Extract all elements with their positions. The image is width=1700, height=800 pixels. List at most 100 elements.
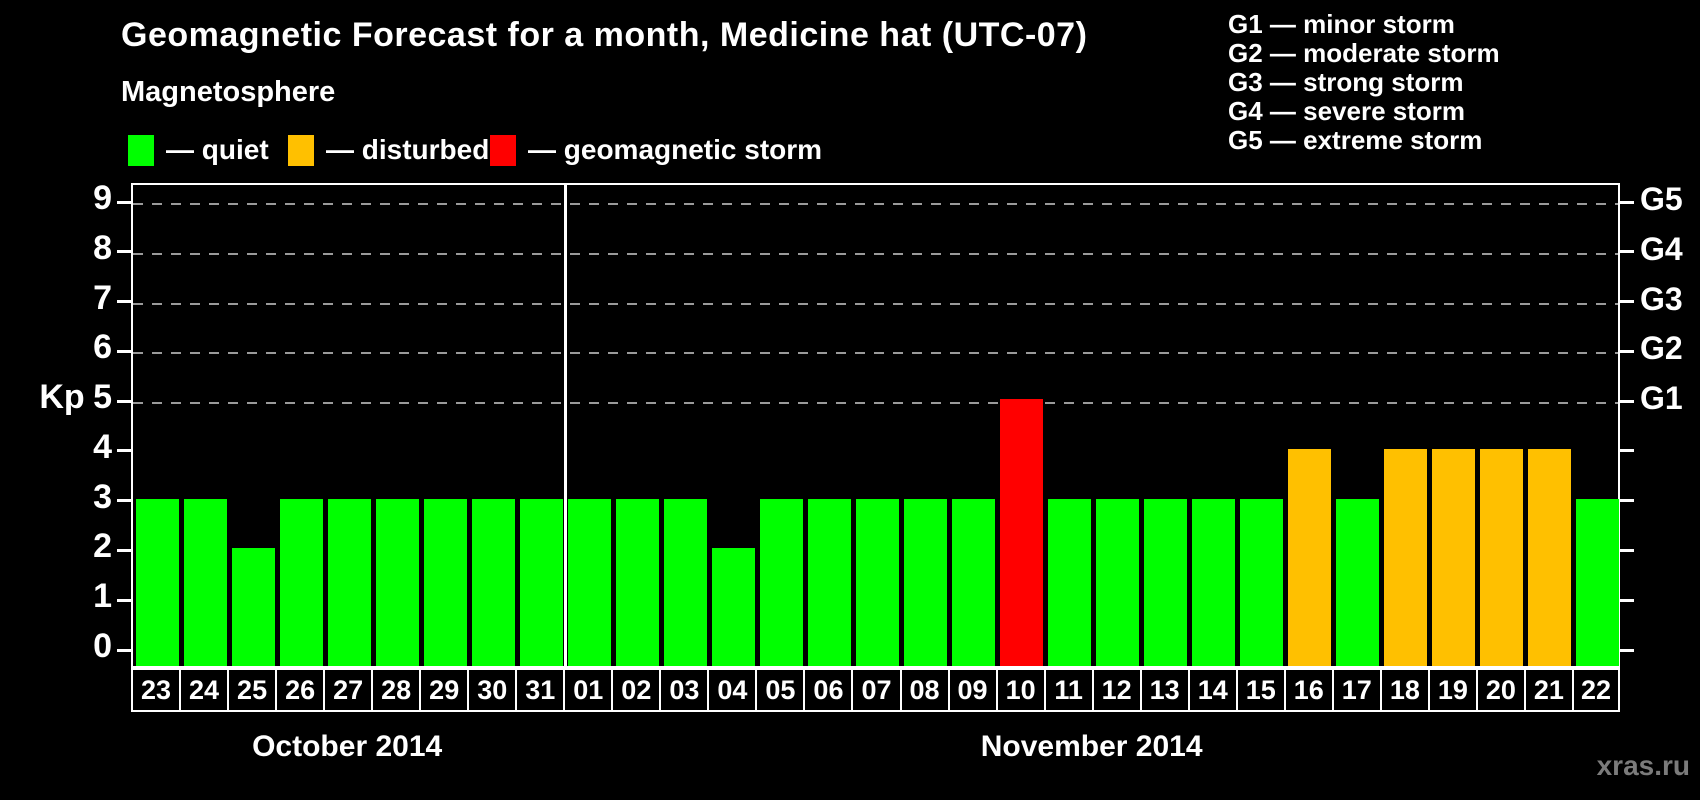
- kp-bar-02: [615, 498, 659, 666]
- kp-bar-14: [1192, 498, 1236, 666]
- kp-bar-17: [1336, 498, 1380, 666]
- day-label-08: 08: [899, 668, 950, 712]
- kp-bar-04: [711, 548, 755, 666]
- day-label-18: 18: [1379, 668, 1430, 712]
- legend-label-storm: — geomagnetic storm: [528, 134, 823, 165]
- day-label-01: 01: [563, 668, 614, 712]
- y-axis-tick-0: [117, 648, 131, 652]
- y-axis-tick-label-6: 6: [93, 328, 112, 367]
- month-label-october: October 2014: [252, 730, 443, 763]
- kp-bar-24: [183, 498, 227, 666]
- y-axis-tick-4: [117, 449, 131, 453]
- y-axis-tick-label-2: 2: [93, 527, 112, 566]
- y-axis-tick-label-4: 4: [93, 427, 112, 466]
- kp-bar-29: [423, 498, 467, 666]
- y-axis-tick-label-1: 1: [93, 577, 112, 616]
- kp-bar-28: [375, 498, 419, 666]
- g-scale-legend: G1 — minor storm G2 — moderate storm G3 — …: [1228, 10, 1500, 155]
- chart-subtitle: Magnetosphere: [121, 76, 336, 108]
- kp-bar-06: [807, 498, 851, 666]
- y-axis-tick-label-9: 9: [93, 179, 112, 217]
- y-axis-title: Kp: [39, 378, 85, 416]
- legend-swatch-quiet: [128, 134, 154, 166]
- kp-bar-09: [952, 498, 996, 666]
- legend-swatch-storm: [490, 134, 516, 166]
- legend-label-quiet: — quiet: [166, 134, 269, 165]
- y-axis-tick-7: [117, 300, 131, 304]
- day-label-29: 29: [419, 668, 470, 712]
- right-axis-tick-7: [1620, 300, 1634, 304]
- legend-item-storm: — geomagnetic storm: [490, 134, 822, 166]
- right-axis-tick-8: [1620, 250, 1634, 254]
- g-legend-line-3: G3 — strong storm: [1228, 67, 1464, 97]
- kp-bar-16: [1288, 448, 1332, 666]
- right-axis-tick-2: [1620, 548, 1634, 552]
- chart-title: Geomagnetic Forecast for a month, Medici…: [121, 16, 1088, 54]
- kp-bar-13: [1144, 498, 1188, 666]
- watermark: xras.ru: [1596, 750, 1690, 781]
- day-label-30: 30: [467, 668, 518, 712]
- legend-swatch-disturbed: [288, 134, 314, 166]
- g-legend-line-5: G5 — extreme storm: [1228, 125, 1483, 155]
- kp-bar-20: [1480, 448, 1524, 666]
- day-label-25: 25: [227, 668, 278, 712]
- day-label-02: 02: [611, 668, 662, 712]
- gridline-kp9: [133, 203, 1618, 205]
- kp-bar-30: [471, 498, 515, 666]
- day-label-04: 04: [707, 668, 758, 712]
- right-axis-tick-6: [1620, 349, 1634, 353]
- kp-bar-05: [759, 498, 803, 666]
- kp-bar-26: [279, 498, 323, 666]
- right-axis-tick-0: [1620, 648, 1634, 652]
- legend-item-quiet: — quiet: [128, 134, 269, 166]
- kp-bar-21: [1528, 448, 1572, 666]
- right-axis-label-g2: G2: [1640, 330, 1683, 367]
- gridline-kp7: [133, 302, 1618, 305]
- day-label-28: 28: [371, 668, 422, 712]
- month-divider: [563, 185, 567, 666]
- kp-bar-11: [1048, 498, 1092, 666]
- day-label-13: 13: [1139, 668, 1190, 712]
- day-label-31: 31: [515, 668, 566, 712]
- gridline-kp6: [133, 352, 1618, 355]
- y-axis-tick-8: [117, 250, 131, 254]
- kp-bar-27: [327, 498, 371, 666]
- kp-bar-31: [519, 498, 563, 666]
- y-axis-tick-label-7: 7: [93, 278, 112, 317]
- g-legend-line-2: G2 — moderate storm: [1228, 38, 1500, 68]
- gridline-kp8: [133, 252, 1618, 255]
- day-label-14: 14: [1187, 668, 1238, 712]
- y-axis-tick-label-0: 0: [93, 627, 112, 665]
- right-axis-tick-9: [1620, 200, 1634, 204]
- y-axis-tick-3: [117, 499, 131, 503]
- kp-bar-10: [1000, 399, 1044, 666]
- kp-bar-22: [1576, 498, 1620, 666]
- y-axis-tick-label-5: 5: [93, 378, 112, 417]
- day-label-20: 20: [1475, 668, 1526, 712]
- right-axis-tick-4: [1620, 449, 1634, 453]
- kp-bar-08: [904, 498, 948, 666]
- y-axis-tick-5: [117, 399, 131, 403]
- right-axis-label-g5: G5: [1640, 181, 1683, 217]
- y-axis-tick-2: [117, 548, 131, 552]
- day-label-19: 19: [1427, 668, 1478, 712]
- kp-bar-25: [231, 548, 275, 666]
- legend-item-disturbed: — disturbed: [288, 134, 489, 166]
- kp-bar-23: [135, 498, 179, 666]
- kp-bar-12: [1096, 498, 1140, 666]
- day-label-15: 15: [1235, 668, 1286, 712]
- day-label-21: 21: [1523, 668, 1574, 712]
- kp-bar-19: [1432, 448, 1476, 666]
- gridline-kp5: [133, 402, 1618, 405]
- y-axis-tick-1: [117, 598, 131, 602]
- day-label-26: 26: [275, 668, 326, 712]
- right-axis-label-g4: G4: [1640, 230, 1683, 267]
- day-label-16: 16: [1283, 668, 1334, 712]
- plot-area: [131, 183, 1620, 668]
- y-axis-tick-label-3: 3: [93, 477, 112, 516]
- right-axis-tick-3: [1620, 499, 1634, 503]
- right-axis-tick-5: [1620, 399, 1634, 403]
- day-label-24: 24: [179, 668, 230, 712]
- day-label-06: 06: [803, 668, 854, 712]
- right-axis-tick-1: [1620, 598, 1634, 602]
